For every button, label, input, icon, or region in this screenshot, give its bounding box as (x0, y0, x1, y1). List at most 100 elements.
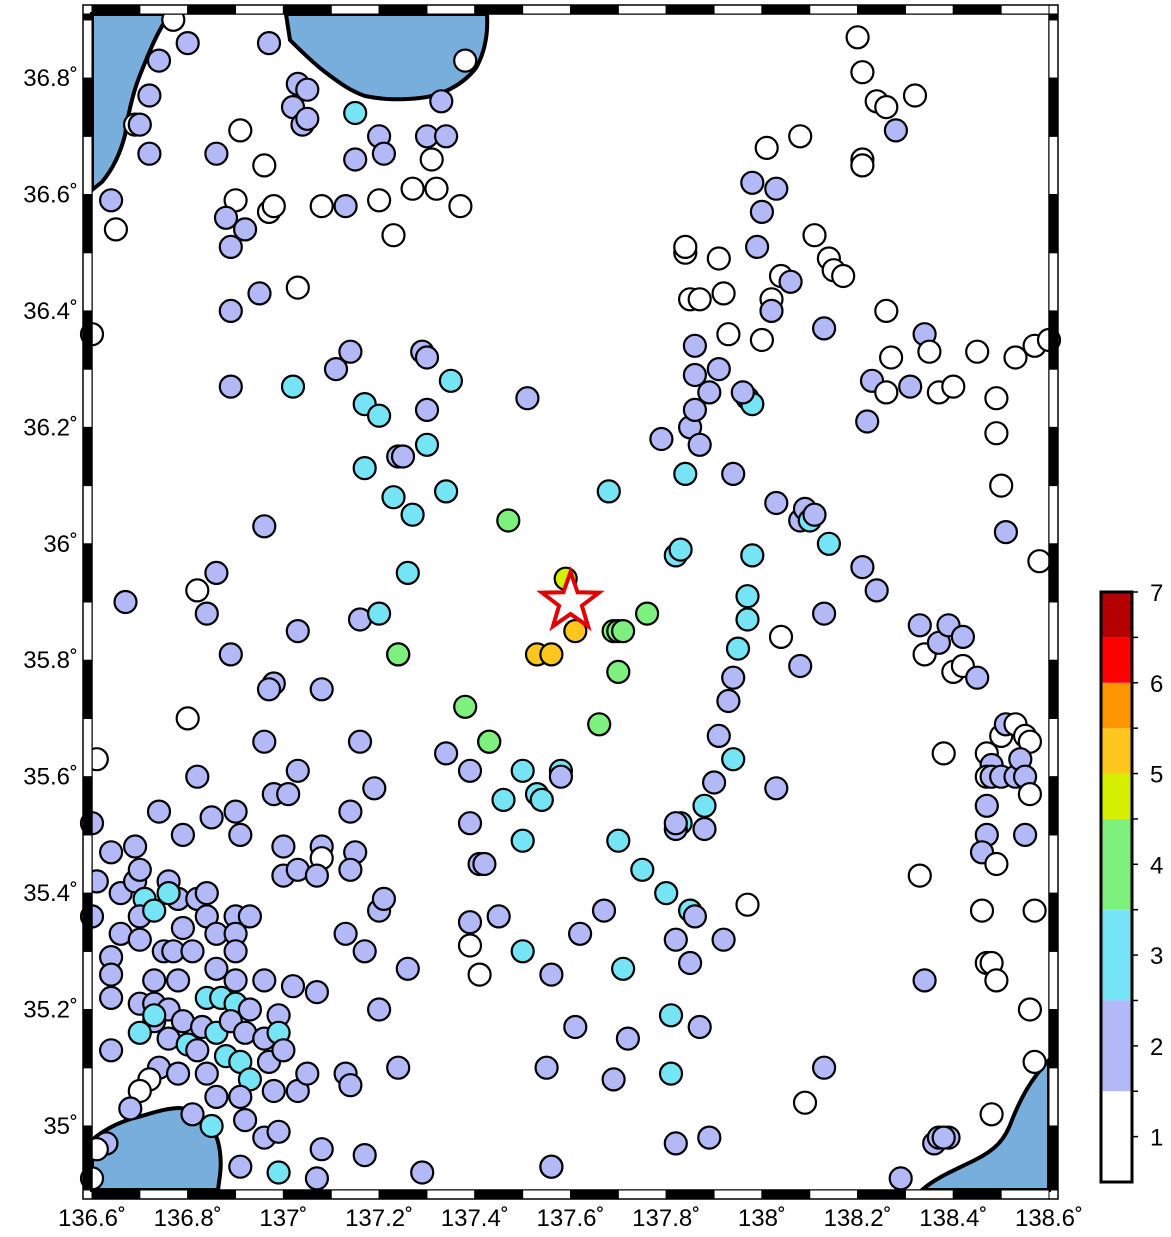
station-marker (486, 904, 511, 929)
station-marker (759, 298, 784, 323)
station-marker (965, 339, 990, 364)
station-marker (309, 1137, 334, 1162)
frame-segment-left (82, 135, 93, 195)
station-marker (228, 822, 253, 848)
frame-segment-bottom (713, 1189, 763, 1200)
frame-segment-right (1048, 1009, 1059, 1069)
colorbar-border (1099, 590, 1134, 1184)
frame-segment-right (1048, 77, 1059, 137)
station-marker (333, 194, 358, 219)
frame-segment-bottom (617, 1189, 667, 1200)
station-marker (386, 642, 411, 667)
station-marker (381, 223, 406, 248)
station-marker (429, 89, 454, 114)
station-marker (280, 974, 306, 999)
station-marker (477, 729, 502, 754)
station-marker (261, 1078, 286, 1104)
station-marker (1012, 822, 1038, 848)
frame-segment-left (82, 193, 93, 254)
station-marker (185, 1038, 210, 1063)
colorbar-label: 5 (1150, 762, 1163, 789)
station-marker (1022, 898, 1047, 923)
station-marker (735, 607, 760, 632)
station-marker (711, 281, 736, 306)
intensity-colorbar: 1 2 3 4 5 6 7 (1099, 580, 1163, 1184)
station-marker (252, 514, 277, 539)
station-marker (166, 968, 191, 993)
frame-segment-bottom (952, 1189, 1002, 1200)
station-marker (687, 287, 712, 312)
x-tick-label: 138.4˚ (919, 1205, 987, 1232)
frame-segment-bottom (809, 1189, 859, 1200)
frame-segment-left (82, 717, 93, 778)
station-marker (185, 578, 210, 603)
station-marker (883, 118, 909, 143)
frame-segment-right (1048, 13, 1059, 21)
station-marker (725, 636, 751, 661)
station-marker (850, 554, 875, 580)
station-marker (984, 386, 1009, 411)
station-marker (347, 729, 373, 754)
y-tick-label: 35˚ (43, 1113, 78, 1140)
station-marker (764, 490, 789, 516)
water-southeast-bay (916, 1054, 1051, 1192)
frame-segment-bottom (857, 1189, 906, 1200)
colorbar-bin (1101, 1091, 1132, 1182)
frame-segment-left (82, 310, 93, 370)
station-marker (567, 921, 593, 946)
station-marker (496, 508, 521, 533)
frame-segment-top (952, 4, 1002, 15)
station-marker (663, 811, 688, 836)
station-marker (453, 694, 478, 719)
station-marker (874, 298, 899, 323)
station-marker (266, 1119, 291, 1144)
station-marker (898, 374, 923, 399)
colorbar-label: 4 (1150, 852, 1163, 879)
station-marker (610, 956, 636, 981)
station-marker (888, 1166, 913, 1191)
station-marker (261, 194, 286, 219)
station-marker (816, 531, 842, 556)
colorbar-bin (1101, 909, 1132, 1001)
x-tick-label: 138.2˚ (824, 1205, 892, 1232)
station-marker (118, 1096, 143, 1121)
frame-segment-right (1048, 368, 1059, 428)
station-marker (912, 968, 937, 993)
station-marker (682, 333, 708, 358)
frame-segment-bottom (378, 1189, 428, 1200)
station-marker (137, 141, 162, 166)
frame-segment-bottom (474, 1189, 524, 1200)
colorbar-bin (1101, 637, 1132, 683)
frame-segment-bottom (235, 1189, 284, 1200)
station-marker (744, 234, 770, 259)
station-marker (400, 176, 425, 201)
station-marker (701, 770, 727, 795)
station-marker (534, 1055, 559, 1080)
x-tick-label: 138.6˚ (1015, 1205, 1083, 1232)
axis-tick-labels: 136.6˚ 136.8˚ 137˚ 137.2˚ 137.4˚ 137.6˚ 137.8˚… (23, 65, 1083, 1232)
station-marker (764, 776, 789, 801)
station-marker (979, 1102, 1004, 1127)
station-marker (194, 601, 219, 626)
station-marker (529, 787, 554, 813)
station-marker (237, 904, 262, 929)
frame-segment-top (857, 4, 906, 15)
frame-segment-top (474, 4, 524, 15)
station-marker (907, 613, 932, 638)
frame-segment-left (82, 543, 93, 603)
station-marker (749, 327, 775, 353)
station-marker (706, 723, 731, 749)
frame-segment-left (82, 13, 93, 21)
frame-segment-left (82, 834, 93, 894)
station-marker (969, 898, 995, 923)
station-marker (457, 758, 483, 783)
station-marker (309, 194, 334, 219)
station-marker (878, 345, 904, 370)
colorbar-label: 1 (1150, 1125, 1163, 1152)
station-marker (175, 706, 200, 731)
station-marker (170, 915, 195, 941)
station-marker (764, 176, 789, 201)
station-marker (142, 968, 167, 993)
station-marker (658, 1061, 684, 1086)
